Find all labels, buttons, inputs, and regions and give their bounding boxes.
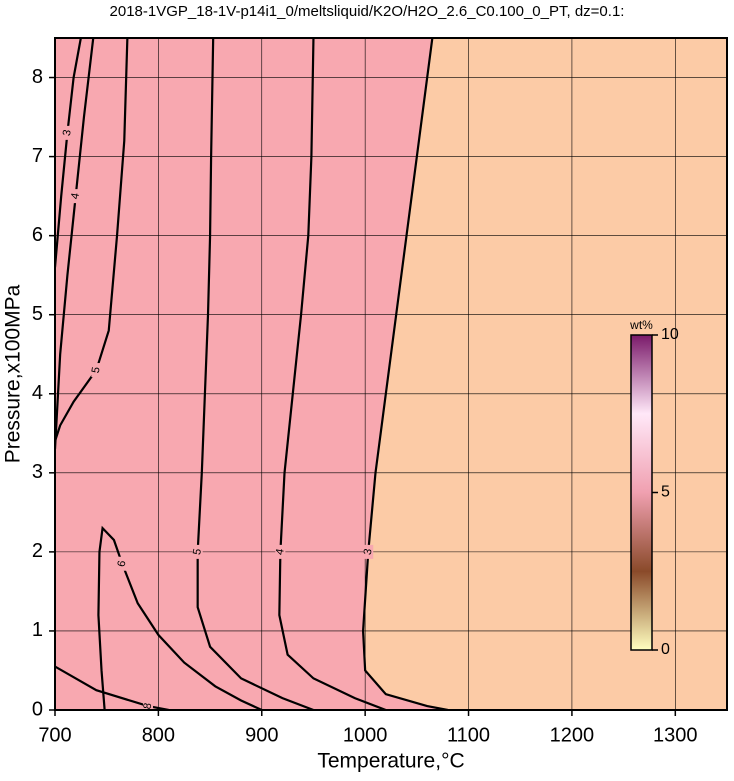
contour-line [55, 38, 95, 450]
contour-label-bg [192, 544, 203, 559]
colorbar-tick-label: 10 [661, 326, 679, 343]
contour-label-bg [143, 699, 154, 710]
x-tick-label: 1000 [343, 724, 388, 746]
plot-frame [54, 37, 728, 711]
plot-area: 3 4 5 5 6 4 3 8 [55, 38, 727, 710]
y-tick-label: 5 [32, 303, 43, 325]
contour-label: 5 [90, 366, 103, 374]
x-tick-label: 800 [142, 724, 175, 746]
contour-label: 6 [116, 560, 129, 568]
chart-title: 2018-1VGP_18-1V-p14i1_0/meltsliquid/K2O/… [110, 3, 625, 20]
contour-line [55, 38, 129, 442]
contour-line [361, 38, 449, 710]
y-tick-label: 6 [32, 224, 43, 246]
colorbar-label: wt% [629, 318, 653, 332]
y-tick-label: 1 [32, 619, 43, 641]
colorbar [630, 334, 653, 651]
colorbar-tick-label: 0 [661, 641, 670, 658]
contour-label: 4 [69, 192, 82, 200]
x-tick-label: 1300 [653, 724, 698, 746]
contour-label: 4 [274, 548, 287, 556]
contour-label-bg [70, 189, 81, 204]
y-axis-label: Pressure,x100MPa [2, 284, 25, 463]
y-tick-label: 0 [32, 698, 43, 720]
contour-label: 3 [362, 548, 375, 556]
contour-label-bg [363, 544, 374, 559]
contour-label-bg [62, 125, 73, 140]
x-tick-label: 1100 [447, 724, 490, 746]
contour-label-bg [91, 363, 102, 378]
x-tick-label: 1200 [550, 724, 595, 746]
high-region [55, 38, 448, 710]
contour-line [278, 38, 387, 710]
contour-label: 3 [61, 129, 74, 137]
y-tick-label: 8 [32, 66, 43, 88]
contour-label: 8 [142, 702, 155, 710]
x-axis-label: Temperature,°C [317, 750, 464, 773]
contour-line [196, 38, 314, 710]
y-tick-label: 3 [32, 461, 43, 483]
y-tick-label: 4 [32, 382, 43, 404]
contour-label-bg [117, 556, 128, 571]
y-tick-label: 7 [32, 145, 43, 167]
x-tick-label: 900 [245, 724, 278, 746]
contour-line [55, 665, 169, 710]
x-tick-label: 700 [38, 724, 71, 746]
colorbar-tick-label: 5 [661, 484, 670, 501]
contour-label-bg [275, 544, 286, 559]
y-tick-label: 2 [32, 540, 43, 562]
contour-label: 5 [191, 548, 204, 556]
